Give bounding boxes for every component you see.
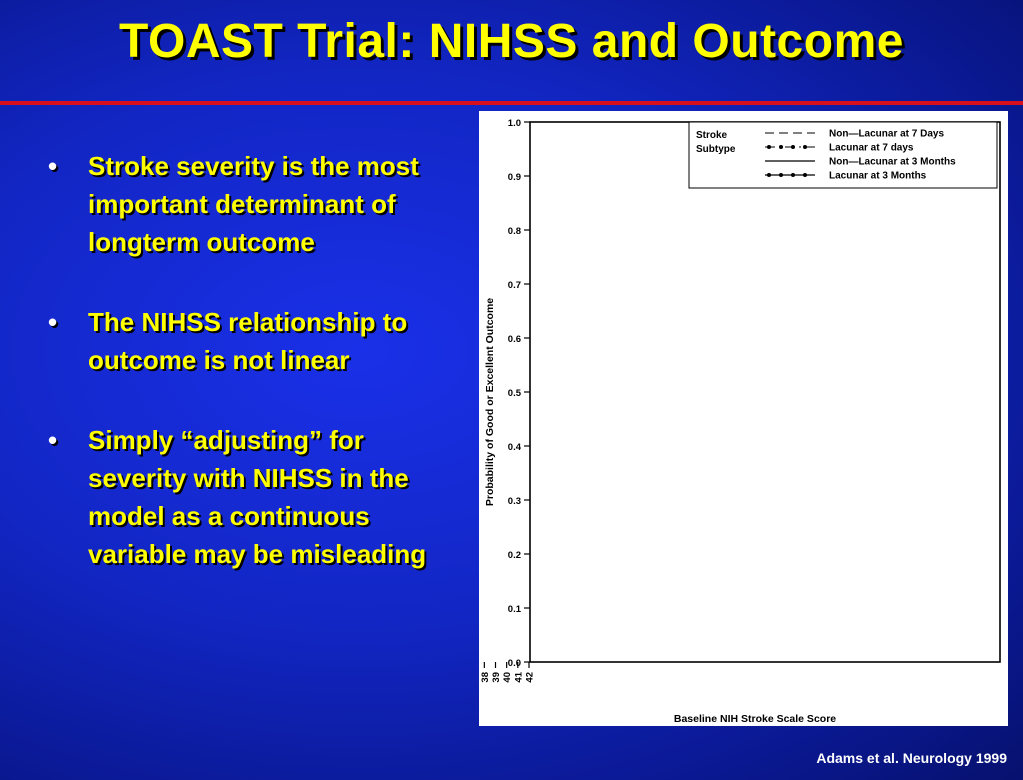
legend-marker (779, 173, 783, 177)
bullet-dot-icon: • (48, 307, 58, 337)
y-tick-label: 0.6 (508, 334, 521, 345)
chart-panel: 0.00.10.20.30.40.50.60.70.80.91.00123456… (479, 111, 1008, 726)
legend-entry: Lacunar at 3 Months (829, 171, 927, 182)
bullet-dot-icon: • (48, 151, 58, 181)
legend-group-label: Subtype (696, 144, 736, 155)
legend-marker (803, 173, 807, 177)
x-axis-label: Baseline NIH Stroke Scale Score (674, 713, 836, 725)
y-tick-label: 0.7 (508, 280, 521, 291)
bullet-text: The NIHSS relationship to outcome is not… (88, 307, 408, 375)
legend-marker (779, 145, 783, 149)
legend-box (688, 121, 998, 189)
chart-legend: Stroke Subtype Non—Lacunar at 7 Days Lacuna… (688, 121, 998, 189)
legend-marker (767, 145, 771, 149)
title-divider (0, 101, 1023, 105)
y-tick-label: 0.9 (508, 172, 521, 183)
bullet-item: • Stroke severity is the most important … (48, 147, 448, 261)
legend-marker (803, 145, 807, 149)
x-tick-label: 39 (491, 672, 502, 683)
legend-marker (791, 145, 795, 149)
legend-marker (791, 173, 795, 177)
y-tick-label: 0.0 (508, 658, 521, 669)
y-tick-label: 0.4 (508, 442, 522, 453)
slide-title: TOAST Trial: NIHSS and Outcome (119, 15, 904, 68)
legend-entry: Non—Lacunar at 3 Months (829, 157, 956, 168)
bullet-item: • Simply “adjusting” for severity with N… (48, 421, 448, 573)
y-tick-label: 1.0 (508, 118, 521, 129)
x-tick-label: 42 (525, 672, 536, 683)
bullet-text: Simply “adjusting” for severity with NIH… (88, 425, 427, 569)
y-tick-label: 0.3 (508, 496, 521, 507)
y-tick-label: 0.5 (508, 388, 522, 399)
legend-entry: Lacunar at 7 days (829, 143, 914, 154)
legend-entry: Non—Lacunar at 7 Days (829, 129, 944, 140)
plot-frame (529, 121, 1001, 663)
bullet-dot-icon: • (48, 425, 58, 455)
citation: Adams et al. Neurology 1999 (816, 750, 1007, 766)
legend-marker (767, 173, 771, 177)
outcome-chart: 0.00.10.20.30.40.50.60.70.80.91.00123456… (479, 118, 1001, 725)
bullet-list: • Stroke severity is the most important … (48, 147, 448, 615)
bullet-text: Stroke severity is the most important de… (88, 151, 419, 257)
x-tick-label: 38 (480, 672, 491, 683)
y-tick-label: 0.1 (508, 604, 522, 615)
x-tick-label: 41 (513, 671, 524, 682)
y-tick-label: 0.8 (508, 226, 521, 237)
legend-group-label: Stroke (696, 130, 728, 141)
bullet-item: • The NIHSS relationship to outcome is n… (48, 303, 448, 379)
y-axis-label: Probability of Good or Excellent Outcome (484, 298, 496, 506)
x-tick-label: 40 (502, 672, 513, 683)
x-tick-label: 37 (479, 672, 480, 683)
y-tick-label: 0.2 (508, 550, 521, 561)
